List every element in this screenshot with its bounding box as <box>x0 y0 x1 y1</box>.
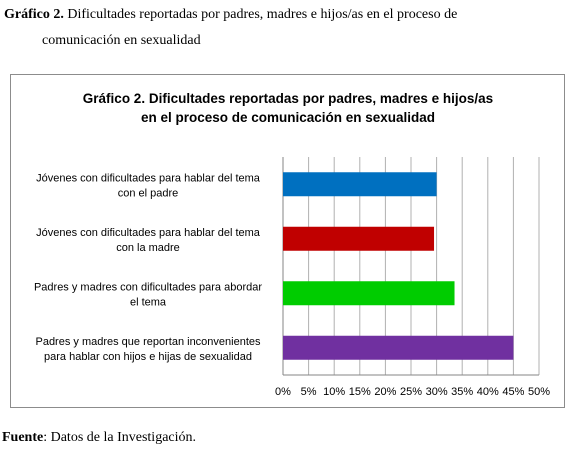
caption-label: Gráfico 2. <box>4 7 64 22</box>
x-tick-label: 10% <box>323 386 345 398</box>
x-tick-label: 30% <box>426 386 448 398</box>
x-tick-label: 25% <box>400 386 422 398</box>
source-note: Fuente: Datos de la Investigación. <box>2 430 196 446</box>
bar <box>283 335 514 360</box>
x-tick-label: 5% <box>301 386 317 398</box>
category-label: Padres y madres con dificultades para ab… <box>34 281 262 293</box>
bar <box>283 226 435 251</box>
category-label: Jóvenes con dificultades para hablar del… <box>36 172 261 184</box>
x-tick-label: 40% <box>477 386 499 398</box>
bar <box>283 172 437 197</box>
x-tick-label: 20% <box>374 386 396 398</box>
x-tick-label: 35% <box>451 386 473 398</box>
bar-chart: Gráfico 2. Dificultades reportadas por p… <box>34 91 550 398</box>
caption-line-1: Dificultades reportadas por padres, madr… <box>67 7 458 22</box>
x-tick-label: 15% <box>349 386 371 398</box>
category-label: para hablar con hijos e hijas de sexuali… <box>44 351 252 363</box>
x-tick-label: 50% <box>528 386 550 398</box>
source-text: : Datos de la Investigación. <box>43 430 197 445</box>
category-label: Jóvenes con dificultades para hablar del… <box>36 227 261 239</box>
figure-caption: Gráfico 2. Dificultades reportadas por p… <box>4 2 564 54</box>
x-tick-label: 45% <box>502 386 524 398</box>
category-label: con el padre <box>118 187 179 199</box>
chart-title-line-2: en el proceso de comunicación en sexuali… <box>141 110 435 125</box>
source-label: Fuente <box>2 430 44 445</box>
category-label: Padres y madres que reportan inconvenien… <box>35 336 261 348</box>
category-label: el tema <box>130 296 167 308</box>
x-tick-label: 0% <box>275 386 291 398</box>
bar <box>283 281 455 306</box>
category-label: con la madre <box>116 242 180 254</box>
chart-title-line-1: Gráfico 2. Dificultades reportadas por p… <box>83 91 493 106</box>
chart-frame: Gráfico 2. Dificultades reportadas por p… <box>10 74 565 408</box>
caption-line-2: comunicación en sexualidad <box>42 33 201 48</box>
